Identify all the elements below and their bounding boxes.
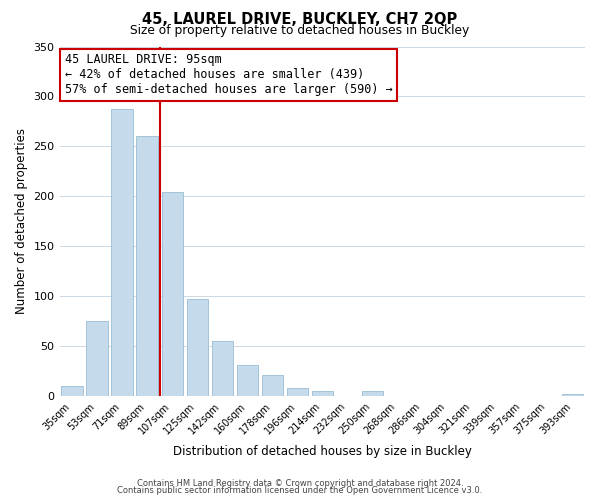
Bar bbox=[161, 192, 183, 396]
Bar bbox=[562, 394, 583, 396]
Bar bbox=[136, 136, 158, 396]
Bar bbox=[236, 366, 258, 396]
Text: Contains public sector information licensed under the Open Government Licence v3: Contains public sector information licen… bbox=[118, 486, 482, 495]
Bar bbox=[311, 392, 333, 396]
Bar bbox=[262, 376, 283, 396]
Bar bbox=[86, 322, 108, 396]
Bar bbox=[287, 388, 308, 396]
Y-axis label: Number of detached properties: Number of detached properties bbox=[15, 128, 28, 314]
Text: 45 LAUREL DRIVE: 95sqm
← 42% of detached houses are smaller (439)
57% of semi-de: 45 LAUREL DRIVE: 95sqm ← 42% of detached… bbox=[65, 54, 392, 96]
Bar bbox=[362, 392, 383, 396]
Bar bbox=[61, 386, 83, 396]
Bar bbox=[187, 300, 208, 396]
Text: Size of property relative to detached houses in Buckley: Size of property relative to detached ho… bbox=[130, 24, 470, 37]
Bar bbox=[112, 110, 133, 397]
Text: 45, LAUREL DRIVE, BUCKLEY, CH7 2QP: 45, LAUREL DRIVE, BUCKLEY, CH7 2QP bbox=[142, 12, 458, 26]
X-axis label: Distribution of detached houses by size in Buckley: Distribution of detached houses by size … bbox=[173, 444, 472, 458]
Bar bbox=[212, 342, 233, 396]
Text: Contains HM Land Registry data © Crown copyright and database right 2024.: Contains HM Land Registry data © Crown c… bbox=[137, 478, 463, 488]
